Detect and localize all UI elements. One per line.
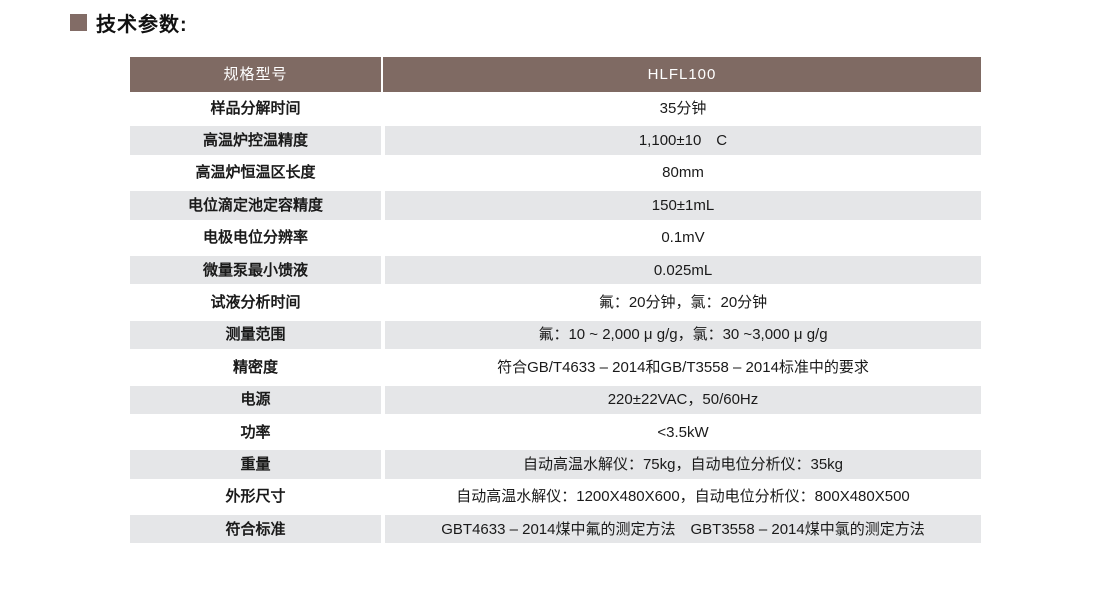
table-row: 电极电位分辨率 0.1mV [130, 222, 981, 254]
spec-value-cell: 0.1mV [385, 223, 981, 252]
spec-value-cell: 氟：20分钟，氯：20分钟 [385, 288, 981, 317]
page-title: 技术参数: [96, 14, 188, 36]
spec-value-cell: <3.5kW [385, 417, 981, 447]
spec-label-cell: 精密度 [130, 353, 381, 382]
spec-value-cell: 自动高温水解仪：75kg，自动电位分析仪：35kg [385, 450, 981, 479]
spec-value-cell: GBT4633 – 2014煤中氟的测定方法 GBT3558 – 2014煤中氯… [385, 515, 981, 544]
spec-label-cell: 高温炉恒温区长度 [130, 158, 381, 188]
table-row: 功率 <3.5kW [130, 416, 981, 448]
table-header-model: HLFL100 [383, 57, 981, 92]
spec-label-cell: 微量泵最小馈液 [130, 255, 381, 285]
table-header-spec-type: 规格型号 [130, 57, 381, 92]
spec-label-cell: 符合标准 [130, 515, 381, 544]
spec-value-cell: 80mm [385, 158, 981, 188]
table-header-row: 规格型号 HLFL100 [130, 57, 981, 92]
spec-value-cell: 0.025mL [385, 255, 981, 285]
table-row: 符合标准 GBT4633 – 2014煤中氟的测定方法 GBT3558 – 201… [130, 513, 981, 545]
table-row: 测量范围 氟：10 ~ 2,000 μ g/g，氯：30 ~3,000 μ g/g [130, 319, 981, 351]
spec-label-cell: 样品分解时间 [130, 94, 381, 123]
spec-label-cell: 电源 [130, 385, 381, 414]
table-row: 重量 自动高温水解仪：75kg，自动电位分析仪：35kg [130, 448, 981, 480]
spec-value-cell: 1,100±10 C [385, 126, 981, 155]
spec-label-cell: 试液分析时间 [130, 288, 381, 317]
table-row: 试液分析时间 氟：20分钟，氯：20分钟 [130, 286, 981, 318]
spec-value-cell: 自动高温水解仪：1200X480X600，自动电位分析仪：800X480X500 [385, 482, 981, 512]
spec-label-cell: 电极电位分辨率 [130, 223, 381, 252]
spec-label-cell: 电位滴定池定容精度 [130, 191, 381, 220]
spec-label-cell: 重量 [130, 450, 381, 479]
spec-label-cell: 测量范围 [130, 320, 381, 350]
spec-table: 规格型号 HLFL100 样品分解时间 35分钟 高温炉控温精度 1,100±10 C… [130, 57, 981, 545]
spec-label-cell: 功率 [130, 417, 381, 447]
table-row: 样品分解时间 35分钟 [130, 92, 981, 124]
spec-label-cell: 高温炉控温精度 [130, 126, 381, 155]
table-body: 样品分解时间 35分钟 高温炉控温精度 1,100±10 C 高温炉恒温区长度 80mm 电… [130, 92, 981, 545]
table-row: 电源 220±22VAC，50/60Hz [130, 384, 981, 416]
section-bullet-icon [70, 14, 87, 31]
table-row: 精密度 符合GB/T4633 – 2014和GB/T3558 – 2014标准中的… [130, 351, 981, 383]
table-row: 微量泵最小馈液 0.025mL [130, 254, 981, 286]
section-title: 技术参数: [70, 8, 188, 37]
table-row: 电位滴定池定容精度 150±1mL [130, 189, 981, 221]
spec-value-cell: 150±1mL [385, 191, 981, 220]
spec-label-cell: 外形尺寸 [130, 482, 381, 512]
spec-value-cell: 氟：10 ~ 2,000 μ g/g，氯：30 ~3,000 μ g/g [385, 320, 981, 350]
table-row: 高温炉控温精度 1,100±10 C [130, 124, 981, 156]
spec-value-cell: 符合GB/T4633 – 2014和GB/T3558 – 2014标准中的要求 [385, 353, 981, 382]
table-row: 高温炉恒温区长度 80mm [130, 157, 981, 189]
spec-value-cell: 220±22VAC，50/60Hz [385, 385, 981, 414]
spec-value-cell: 35分钟 [385, 94, 981, 123]
table-row: 外形尺寸 自动高温水解仪：1200X480X600，自动电位分析仪：800X480… [130, 481, 981, 513]
